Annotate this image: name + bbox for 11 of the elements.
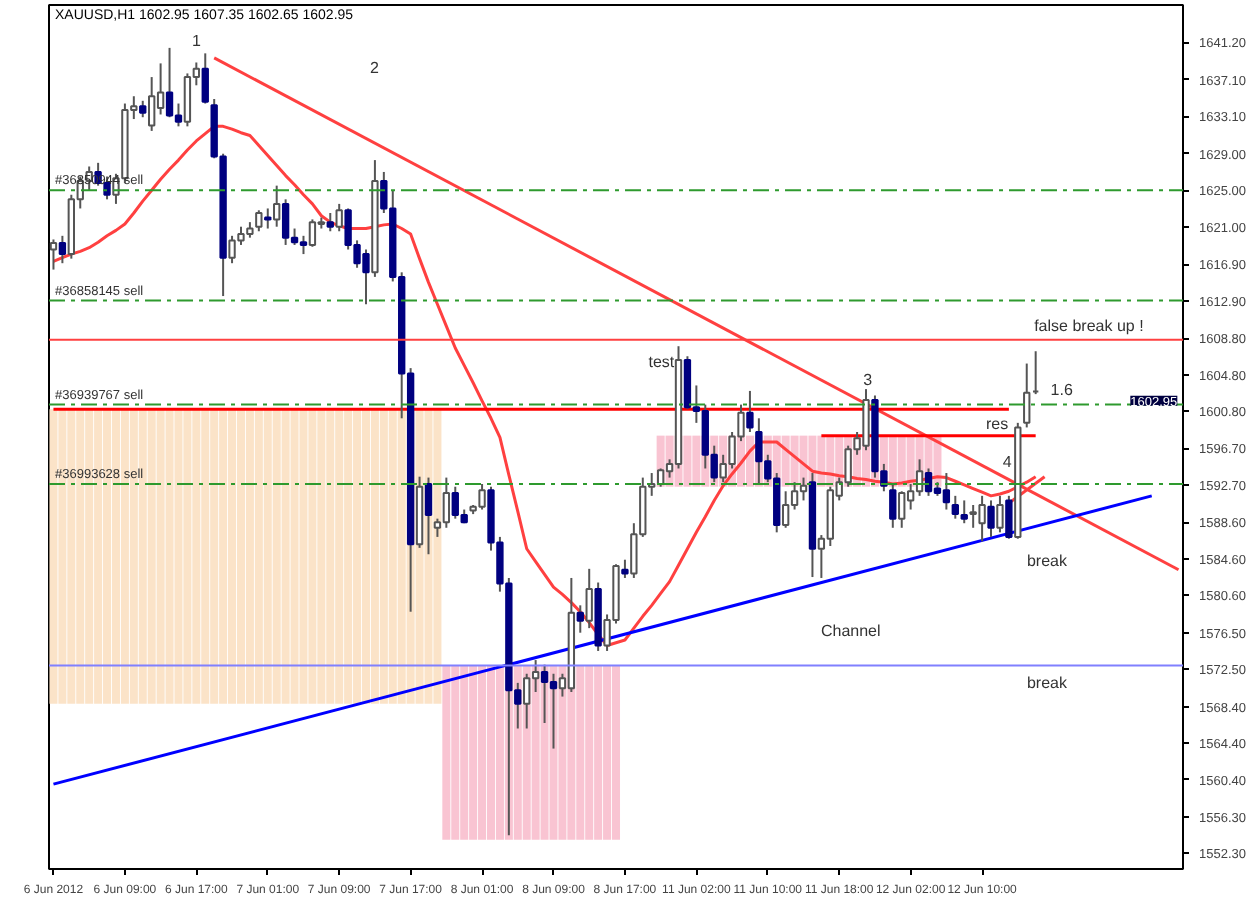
- annotation: 1: [191, 31, 202, 50]
- annotation: break: [1026, 674, 1069, 693]
- annotation: test: [648, 352, 676, 371]
- annotation: 2: [370, 59, 381, 78]
- annotation: false break up !: [1034, 316, 1144, 335]
- annotation: 1.6: [1050, 380, 1074, 399]
- annotation: 3: [863, 371, 874, 390]
- annotation: res: [985, 415, 1009, 434]
- annotation: Channel: [820, 621, 881, 640]
- annotation: 4: [1002, 453, 1013, 472]
- annotation: break: [1026, 551, 1069, 570]
